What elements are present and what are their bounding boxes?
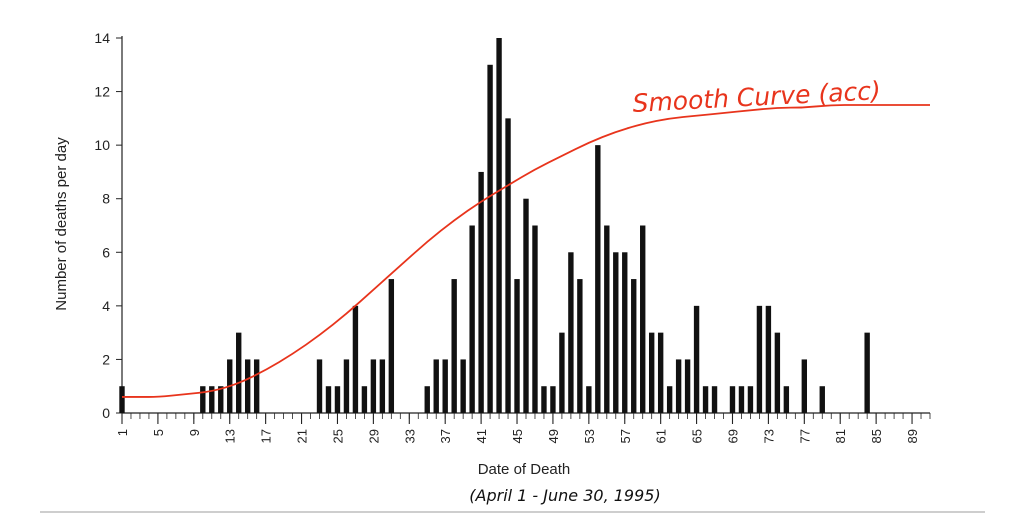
bar	[595, 145, 601, 413]
date-range-footnote: (April 1 - June 30, 1995)	[469, 486, 660, 505]
bar	[244, 359, 251, 413]
bar	[675, 359, 682, 413]
y-tick-label: 0	[102, 405, 110, 421]
y-axis-label: Number of deaths per day	[53, 137, 70, 311]
bar	[218, 386, 224, 413]
bar	[819, 386, 825, 413]
y-tick-label: 14	[94, 30, 110, 46]
x-tick-label: 73	[761, 429, 776, 443]
bar	[523, 198, 529, 413]
smooth-curve-annotation: Smooth Curve (acc)	[632, 76, 882, 118]
bar	[361, 386, 368, 413]
x-tick-label: 69	[725, 429, 740, 443]
bar	[622, 252, 628, 413]
x-tick-label: 33	[402, 429, 417, 443]
x-tick-label: 5	[151, 429, 166, 436]
x-tick-label: 41	[474, 429, 489, 443]
bar-series	[119, 38, 870, 414]
bar	[783, 386, 790, 413]
bar	[388, 279, 395, 413]
bar	[864, 332, 870, 413]
x-tick-label: 57	[618, 429, 633, 443]
bar	[496, 38, 502, 413]
bar	[451, 279, 457, 413]
bar	[532, 225, 538, 413]
bar	[684, 359, 691, 413]
y-tick-label: 2	[102, 351, 110, 367]
x-tick-label: 37	[438, 429, 453, 443]
bar	[200, 386, 206, 413]
y-tick-label: 6	[102, 244, 110, 260]
bar	[487, 64, 493, 414]
bar	[325, 386, 332, 413]
bar	[631, 279, 637, 413]
bar	[209, 386, 215, 413]
bar	[478, 171, 484, 413]
x-tick-label: 81	[833, 429, 848, 443]
y-tick-label: 8	[102, 191, 110, 207]
bar	[505, 118, 511, 413]
x-tick-label: 21	[295, 429, 310, 443]
y-tick-label: 10	[94, 137, 110, 153]
x-tick-label: 89	[905, 429, 920, 443]
bar	[702, 386, 709, 413]
bar	[253, 359, 260, 413]
tick-labels: 0 2 4 6 8 10 12 14 1 5 9 13 17 21 25 29 33 37 41 45 49 53 57 61…	[94, 30, 920, 443]
bar	[648, 332, 655, 413]
y-tick-label: 4	[102, 298, 110, 314]
x-tick-label: 29	[366, 429, 381, 443]
bar	[514, 279, 520, 413]
bar	[577, 279, 583, 413]
x-tick-label: 25	[330, 429, 345, 443]
bar	[756, 305, 763, 413]
bar	[765, 305, 772, 413]
bar	[711, 386, 718, 413]
bar	[433, 359, 439, 413]
x-tick-label: 61	[654, 429, 669, 443]
x-tick-label: 77	[797, 429, 812, 443]
bar	[729, 386, 736, 413]
bar	[774, 332, 781, 413]
bar	[559, 332, 565, 413]
bar	[666, 386, 673, 413]
bar	[334, 386, 341, 413]
bar	[640, 225, 646, 413]
x-tick-label: 53	[582, 429, 597, 443]
bar	[738, 386, 745, 413]
bar	[586, 386, 592, 413]
x-tick-label: 65	[690, 429, 705, 443]
bar	[747, 386, 754, 413]
bar	[316, 359, 323, 413]
x-tick-label: 49	[546, 429, 561, 443]
bar	[550, 386, 556, 413]
bar	[424, 386, 430, 413]
bar	[379, 359, 386, 413]
bar	[119, 386, 125, 413]
x-tick-label: 13	[223, 429, 238, 443]
bar	[657, 332, 664, 413]
bar	[236, 332, 242, 413]
bar	[442, 359, 448, 413]
bar	[460, 359, 466, 413]
x-tick-label: 1	[115, 429, 130, 436]
bar	[604, 225, 610, 413]
bar	[693, 305, 700, 413]
smooth-curve	[122, 104, 930, 398]
bar	[568, 252, 574, 413]
y-tick-label: 12	[94, 84, 110, 100]
bar	[801, 359, 808, 413]
x-tick-label: 45	[510, 429, 525, 443]
x-tick-label: 9	[187, 429, 202, 436]
x-axis-label: Date of Death	[478, 461, 571, 478]
bar	[343, 359, 350, 413]
x-tick-label: 17	[259, 429, 274, 443]
x-tick-label: 85	[869, 429, 884, 443]
bar	[370, 359, 377, 413]
bar	[541, 386, 547, 413]
bar	[613, 252, 619, 413]
bar	[352, 305, 359, 413]
bar	[469, 225, 475, 413]
